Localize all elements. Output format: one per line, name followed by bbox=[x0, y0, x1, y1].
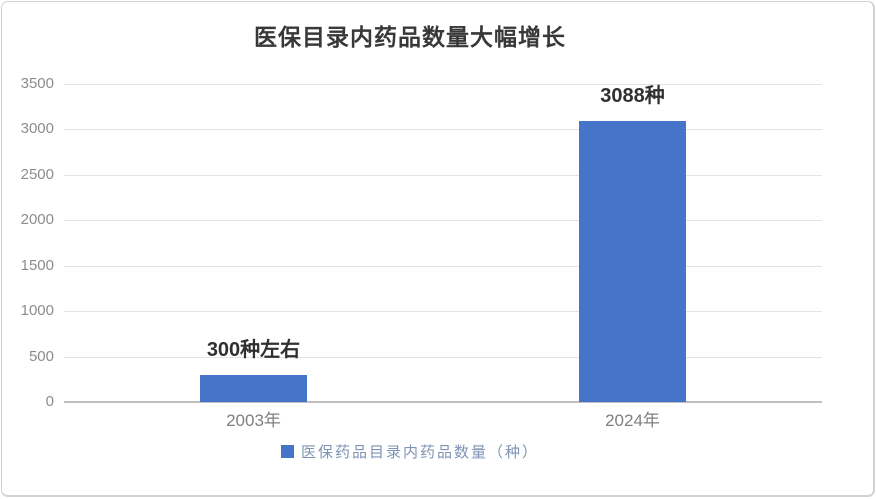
bar-2024年 bbox=[579, 121, 686, 402]
bar-2003年 bbox=[200, 374, 307, 402]
gridline bbox=[64, 265, 822, 267]
chart-title: 医保目录内药品数量大幅增长 bbox=[254, 24, 566, 50]
gridline bbox=[64, 311, 822, 313]
y-tick-label: 2500 bbox=[20, 165, 54, 183]
gridline bbox=[64, 174, 822, 176]
y-tick-label: 1500 bbox=[20, 256, 54, 274]
x-tick-label: 2024年 bbox=[605, 411, 660, 430]
y-tick-label: 0 bbox=[45, 393, 54, 410]
plot-area: 300种左右 3088种 bbox=[64, 84, 822, 403]
y-tick-label: 2000 bbox=[20, 211, 54, 229]
data-label: 300种左右 bbox=[206, 338, 301, 361]
y-tick-label: 3000 bbox=[20, 120, 54, 138]
y-tick-label: 3500 bbox=[20, 75, 54, 92]
data-label: 3088种 bbox=[600, 85, 665, 108]
gridline bbox=[64, 356, 822, 358]
y-tick-label: 1000 bbox=[20, 302, 54, 320]
x-tick-label: 2003年 bbox=[226, 411, 281, 430]
gridline bbox=[64, 129, 822, 131]
gridline bbox=[64, 84, 822, 85]
legend-marker-icon bbox=[280, 445, 294, 458]
legend: 医保药品目录内药品数量（种） bbox=[2, 441, 818, 462]
x-axis-line bbox=[64, 401, 822, 403]
gridline bbox=[64, 220, 822, 222]
y-tick-label: 500 bbox=[28, 347, 54, 365]
legend-label: 医保药品目录内药品数量（种） bbox=[300, 444, 539, 461]
